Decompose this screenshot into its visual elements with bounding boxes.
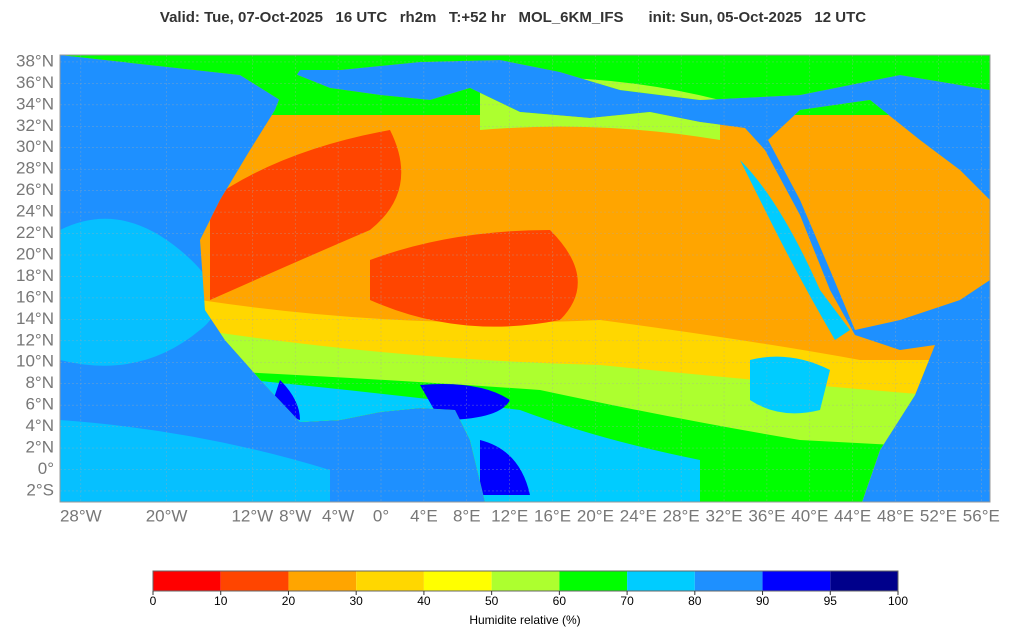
lat-label: 38°N (16, 51, 54, 70)
colorbar-segment (830, 571, 898, 591)
lat-label: 12°N (16, 330, 54, 349)
lat-label: 2°S (26, 480, 54, 499)
lon-label: 8°W (279, 506, 311, 525)
colorbar-segment (627, 571, 695, 591)
lon-label: 48°E (877, 506, 914, 525)
lon-label: 40°E (791, 506, 828, 525)
lat-label: 22°N (16, 223, 54, 242)
lat-label: 10°N (16, 352, 54, 371)
lat-label: 16°N (16, 287, 54, 306)
colorbar-tick-label: 60 (553, 594, 567, 608)
lon-label: 56°E (963, 506, 1000, 525)
colorbar-tick-label: 100 (888, 594, 908, 608)
lat-label: 18°N (16, 266, 54, 285)
lon-label: 28°W (60, 506, 102, 525)
lat-label: 28°N (16, 159, 54, 178)
ocean-humid (60, 218, 330, 502)
lon-label: 36°E (748, 506, 785, 525)
colorbar-tick-label: 70 (620, 594, 634, 608)
lat-label: 32°N (16, 116, 54, 135)
map-frame (59, 54, 991, 503)
colorbar-segment (288, 571, 357, 591)
axis-labels: 38°N 36°N 34°N 32°N 30°N 28°N 26°N 24°N 22°N 20°N… (16, 51, 1000, 525)
lon-label: 16°E (534, 506, 571, 525)
colorbar-tick-label: 95 (824, 594, 838, 608)
lon-label: 52°E (920, 506, 957, 525)
colorbar-segment (491, 571, 560, 591)
lon-label: 32°E (706, 506, 743, 525)
colorbar-tick-label: 10 (214, 594, 228, 608)
colorbar-segment (356, 571, 424, 591)
lon-label: 4°E (410, 506, 438, 525)
lat-label: 0° (38, 459, 54, 478)
colorbar-segment (220, 571, 289, 591)
lat-label: 34°N (16, 94, 54, 113)
colorbar-segment (153, 571, 221, 591)
colorbar-tick-label: 50 (485, 594, 499, 608)
grid (60, 55, 990, 502)
colorbar-tick-label: 40 (417, 594, 431, 608)
lat-label: 36°N (16, 73, 54, 92)
lon-label: 20°E (577, 506, 614, 525)
colorbar-segment (694, 571, 763, 591)
lat-label: 2°N (25, 438, 54, 457)
lat-label: 24°N (16, 202, 54, 221)
colorbar-frame (152, 570, 899, 592)
colorbar-tick-label: 80 (688, 594, 702, 608)
lat-label: 8°N (25, 373, 54, 392)
lon-label: 8°E (453, 506, 481, 525)
lat-label: 6°N (25, 395, 54, 414)
map (60, 55, 990, 502)
lon-label: 20°W (146, 506, 188, 525)
colorbar-tick-label: 20 (282, 594, 296, 608)
lat-label: 30°N (16, 137, 54, 156)
colorbar-segment (423, 571, 492, 591)
lon-label: 24°E (620, 506, 657, 525)
colorbar: 0 10 20 30 40 50 60 70 80 90 95 100 (150, 570, 908, 608)
lon-label: 12°E (491, 506, 528, 525)
lon-label: 28°E (663, 506, 700, 525)
colorbar-segment (762, 571, 831, 591)
colorbar-segment (559, 571, 628, 591)
lon-label: 4°W (322, 506, 354, 525)
lon-label: 0° (373, 506, 389, 525)
lat-label: 4°N (25, 416, 54, 435)
colorbar-label: Humidite relative (%) (469, 613, 580, 627)
colorbar-tick-label: 30 (350, 594, 364, 608)
lat-label: 20°N (16, 244, 54, 263)
colorbar-tick-label: 90 (756, 594, 770, 608)
lon-label: 12°W (231, 506, 273, 525)
lat-label: 14°N (16, 309, 54, 328)
title: Valid: Tue, 07-Oct-2025 16 UTC rh2m T:+5… (160, 9, 866, 26)
lon-label: 44°E (834, 506, 871, 525)
colorbar-tick-label: 0 (150, 594, 157, 608)
lat-label: 26°N (16, 180, 54, 199)
